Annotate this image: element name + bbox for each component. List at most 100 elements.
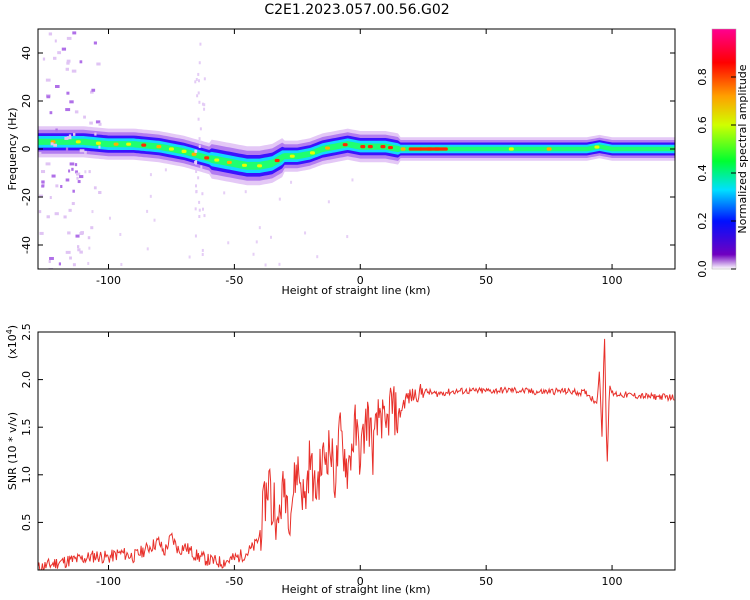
spectrogram-noise (203, 103, 206, 107)
spectrogram-hotspot (508, 147, 514, 151)
spectrogram-hotspot (387, 145, 393, 150)
spectrogram-hotspot (309, 151, 315, 155)
spectrogram-noise (199, 42, 202, 46)
spectrogram-noise (74, 163, 78, 167)
spectrogram-noise (46, 215, 50, 219)
spectrogram-noise (69, 256, 72, 260)
spectrogram-ytick-label: 20 (20, 94, 33, 108)
spectrogram-noise (227, 241, 230, 245)
spectrogram-hotspot (113, 142, 119, 146)
spectrogram-noise (66, 59, 71, 63)
spectrogram-noise (198, 100, 201, 104)
spectrogram-noise (278, 262, 281, 266)
figure-title: C2E1.2023.057.00.56.G02 (264, 2, 449, 18)
colorbar-tick-label: 0.6 (696, 116, 709, 134)
spectrogram-noise (66, 61, 70, 65)
spectrogram-noise (48, 260, 51, 264)
spectrogram-ytick-label: -20 (20, 188, 33, 206)
spectrogram-noise (79, 232, 84, 236)
spectrogram-noise (67, 231, 71, 235)
spectrogram-noise (198, 145, 201, 149)
spectrogram-noise (89, 90, 94, 94)
spectrogram-noise (119, 232, 122, 236)
spectrogram-noise (194, 80, 197, 84)
spectrogram-hotspot (75, 140, 81, 144)
snr-frame (37, 331, 676, 571)
spectrogram-noise (89, 121, 93, 125)
snr-ytick-label: 0.5 (20, 514, 33, 532)
spectrogram-noise (61, 47, 67, 51)
spectrogram-noise (149, 194, 152, 198)
spectrogram-noise (195, 190, 198, 194)
spectrogram-noise (194, 149, 197, 153)
spectrogram-hotspot (191, 152, 197, 156)
spectrogram-xlabel: Height of straight line (km) (281, 284, 430, 297)
spectrogram-noise (46, 95, 51, 99)
spectrogram-noise (54, 39, 57, 43)
spectrogram-hotspot (594, 145, 600, 149)
spectrogram-noise (93, 186, 97, 190)
snr-ytick-label: 2.5 (20, 323, 33, 341)
spectrogram-noise (75, 172, 81, 176)
spectrogram-noise (72, 31, 77, 35)
spectrogram-noise (50, 142, 54, 146)
spectrogram-noise (84, 150, 87, 154)
snr-panel: -100 -50 0 50 100 0.5 1.0 1.5 2.0 2.5 Height of s… (5, 323, 676, 596)
spectrogram-noise (201, 192, 204, 196)
spectrogram-noise (71, 167, 74, 171)
snr-ytick-label: 1.5 (20, 418, 33, 436)
spectrogram-xtick-label: 100 (602, 274, 623, 287)
spectrogram-ytick-label: 40 (20, 46, 33, 60)
spectrogram-noise (87, 261, 90, 265)
spectrogram-noise (42, 57, 46, 61)
colorbar-gradient (712, 29, 736, 269)
spectrogram-xtick-label: -100 (96, 274, 121, 287)
spectrogram-noise (48, 32, 53, 36)
spectrogram-noise (49, 111, 53, 115)
spectrogram-noise (72, 189, 75, 193)
colorbar-tick-label: 0.0 (696, 260, 709, 278)
spectrogram-noise (195, 77, 198, 81)
colorbar-tick-label: 0.2 (696, 212, 709, 230)
spectrogram-noise (149, 173, 152, 177)
spectrogram-noise (41, 180, 45, 184)
spectrogram-xtick-label: -50 (225, 274, 243, 287)
spectrogram-band-green (38, 138, 675, 170)
spectrogram-noise (98, 122, 102, 126)
spectrogram-noise (351, 178, 354, 182)
spectrogram-noise (91, 88, 96, 92)
spectrogram-noise (252, 252, 255, 256)
spectrogram-noise (40, 170, 46, 174)
spectrogram-noise (201, 252, 204, 256)
spectrogram-noise (75, 170, 78, 174)
spectrogram-noise (41, 184, 45, 188)
spectrogram-noise (49, 196, 52, 200)
spectrogram-hotspot (156, 145, 162, 149)
spectrogram-hotspot (274, 158, 280, 163)
spectrogram-noise (53, 56, 57, 60)
spectrogram-noise (146, 247, 149, 251)
spectrogram-noise (69, 100, 74, 104)
spectrogram-hotspot (204, 156, 210, 160)
snr-xtick-label: 50 (479, 575, 493, 588)
spectrogram-noise (195, 184, 198, 188)
spectrogram-noise (45, 162, 51, 166)
spectrogram-noise (199, 127, 202, 131)
spectrogram-noise (201, 248, 204, 252)
spectrogram-noise (49, 256, 54, 260)
spectrogram-noise (164, 168, 167, 172)
spectrogram-noise (66, 136, 72, 140)
spectrogram-noise (198, 61, 201, 65)
spectrogram-noise (69, 162, 75, 166)
spectrogram-noise (79, 250, 83, 254)
spectrogram-noise (197, 79, 200, 83)
spectrogram-ytick-label: 0 (20, 146, 33, 153)
spectrogram-hotspot (325, 146, 331, 150)
spectrogram-noise (153, 218, 156, 222)
spectrogram-noise (65, 250, 71, 254)
spectrogram-noise (88, 246, 91, 250)
colorbar-tick-label: 0.4 (696, 164, 709, 182)
spectrogram-hotspot (126, 142, 132, 146)
spectrogram-hotspot (214, 158, 220, 162)
